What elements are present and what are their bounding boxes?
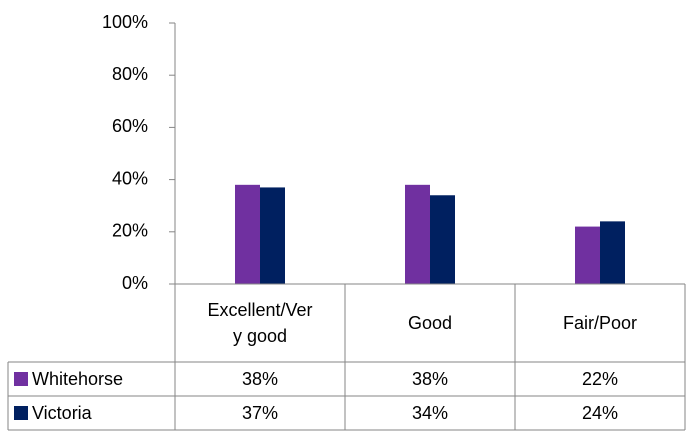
- data-label: 38%: [242, 369, 278, 389]
- data-label: 38%: [412, 369, 448, 389]
- y-tick-label: 20%: [112, 221, 148, 241]
- category-cell: Fair/Poor: [562, 312, 638, 333]
- legend-label: Whitehorse: [32, 369, 123, 389]
- bar: [235, 184, 260, 284]
- y-tick-label: 60%: [112, 116, 148, 136]
- y-tick-label: 0%: [122, 273, 148, 293]
- data-label: 24%: [582, 403, 618, 423]
- y-tick-label: 100%: [102, 12, 148, 32]
- category-cell: Good: [407, 312, 453, 333]
- x-tick-label: Good: [407, 312, 453, 333]
- legend-label: Victoria: [32, 403, 93, 423]
- bar: [260, 187, 285, 284]
- bar: [600, 221, 625, 284]
- x-tick-label: Fair/Poor: [562, 312, 638, 333]
- data-label: 22%: [582, 369, 618, 389]
- legend-swatch: [14, 406, 28, 420]
- data-label: 37%: [242, 403, 278, 423]
- bar: [575, 226, 600, 284]
- y-tick-label: 40%: [112, 168, 148, 188]
- bar: [430, 195, 455, 284]
- legend-swatch: [14, 372, 28, 386]
- bar: [405, 184, 430, 284]
- x-tick-label: Excellent/Very good: [207, 299, 313, 346]
- y-tick-label: 80%: [112, 64, 148, 84]
- category-cell: Excellent/Very good: [207, 299, 313, 346]
- data-label: 34%: [412, 403, 448, 423]
